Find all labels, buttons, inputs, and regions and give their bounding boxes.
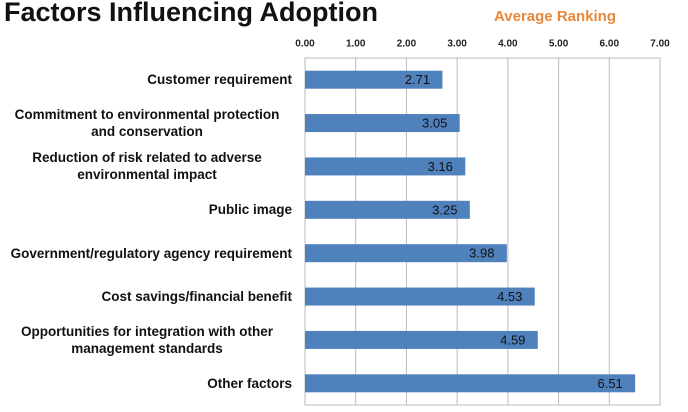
data-label: 4.53 <box>497 289 522 304</box>
x-tick-label: 7.00 <box>650 39 670 50</box>
y-tick-label: Customer requirement <box>147 72 292 88</box>
data-label: 2.71 <box>405 72 430 87</box>
y-tick-label: Commitment to environmental protection a… <box>14 107 280 140</box>
bar <box>305 374 636 393</box>
x-tick-label: 1.00 <box>346 39 366 50</box>
category-label-box: Other factors <box>0 361 292 405</box>
data-label: 3.98 <box>469 246 494 261</box>
plot-area <box>304 57 661 406</box>
data-label: 3.16 <box>428 159 453 174</box>
y-tick-label: Opportunities for integration with other… <box>21 323 273 356</box>
data-label: 4.59 <box>500 332 525 347</box>
y-tick-label: Public image <box>208 202 292 218</box>
data-label: 3.25 <box>432 202 457 217</box>
x-tick-label: 5.00 <box>549 39 569 50</box>
bar <box>305 70 443 89</box>
x-tick-label: 6.00 <box>600 39 620 50</box>
chart-title: Factors Influencing Adoption <box>4 0 378 27</box>
category-label-box: Reduction of risk related to adverse env… <box>0 144 292 188</box>
data-label: 6.51 <box>597 376 622 391</box>
y-tick-label: Government/regulatory agency requirement <box>10 245 292 261</box>
bar <box>305 244 507 263</box>
bar <box>305 114 460 133</box>
category-label-box: Opportunities for integration with other… <box>0 318 292 362</box>
category-label-box: Public image <box>0 188 292 232</box>
axis-title: Average Ranking <box>494 8 616 25</box>
x-tick-label: 2.00 <box>397 39 417 50</box>
x-tick-label: 0.00 <box>295 39 315 50</box>
category-label-box: Government/regulatory agency requirement <box>0 231 292 275</box>
x-tick-label: 4.00 <box>498 39 518 50</box>
category-label-box: Commitment to environmental protection a… <box>0 101 292 145</box>
y-tick-label: Other factors <box>207 375 292 391</box>
y-tick-label: Reduction of risk related to adverse env… <box>32 150 262 183</box>
category-label-box: Customer requirement <box>0 58 292 102</box>
category-label-box: Cost savings/financial benefit <box>0 275 292 319</box>
data-label: 3.05 <box>422 116 447 131</box>
y-tick-label: Cost savings/financial benefit <box>101 289 292 305</box>
bar <box>305 287 535 306</box>
bar <box>305 330 538 349</box>
bar <box>305 200 470 219</box>
x-tick-label: 3.00 <box>447 39 467 50</box>
bar <box>305 157 466 176</box>
